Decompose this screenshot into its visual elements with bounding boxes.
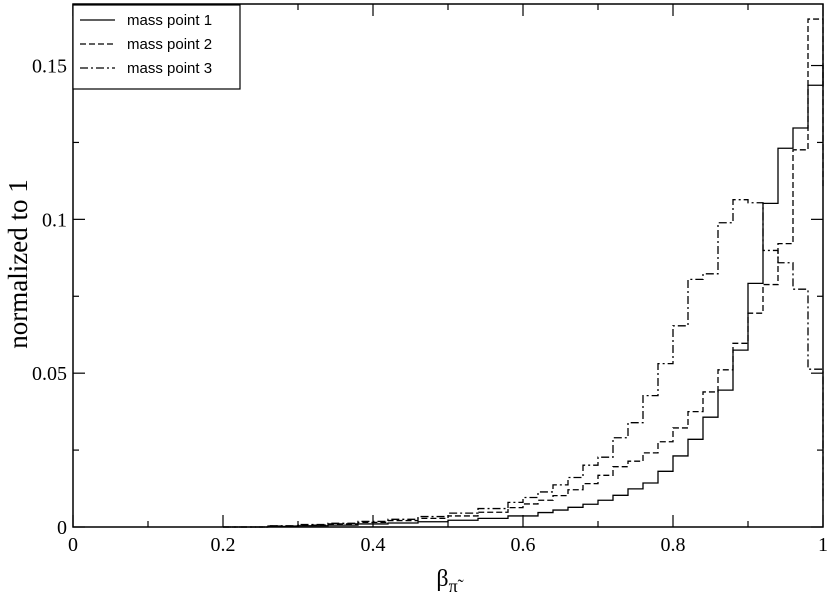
- x-tick-label: 1: [818, 534, 828, 556]
- y-axis: 0 0.05 0.1 0.15: [32, 56, 823, 539]
- y-tick-label: 0.15: [32, 56, 67, 78]
- y-axis-label: normalized to 1: [3, 179, 33, 348]
- legend: mass point 1 mass point 2 mass point 3: [72, 4, 241, 90]
- y-tick-label: 0.05: [32, 363, 67, 385]
- plot-frame: [72, 3, 824, 528]
- x-tick-label: 0.6: [511, 534, 536, 556]
- legend-label-2: mass point 2: [127, 36, 212, 53]
- x-axis: 0 0.2 0.4 0.6 0.8 1: [68, 4, 828, 556]
- legend-label-3: mass point 3: [127, 60, 212, 77]
- series-line-1: [223, 64, 824, 528]
- x-tick-label: 0: [68, 534, 78, 556]
- legend-label-1: mass point 1: [127, 12, 212, 29]
- x-axis-label: βπ̃: [436, 566, 463, 595]
- series-line-2: [223, 18, 824, 528]
- y-tick-label: 0: [57, 517, 67, 539]
- legend-box: [72, 4, 241, 90]
- x-tick-label: 0.2: [211, 534, 236, 556]
- x-tick-label: 0.8: [661, 534, 686, 556]
- x-tick-label: 0.4: [361, 534, 386, 556]
- y-tick-label: 0.1: [42, 209, 67, 231]
- series-group: [223, 18, 824, 528]
- series-line-3: [223, 199, 824, 528]
